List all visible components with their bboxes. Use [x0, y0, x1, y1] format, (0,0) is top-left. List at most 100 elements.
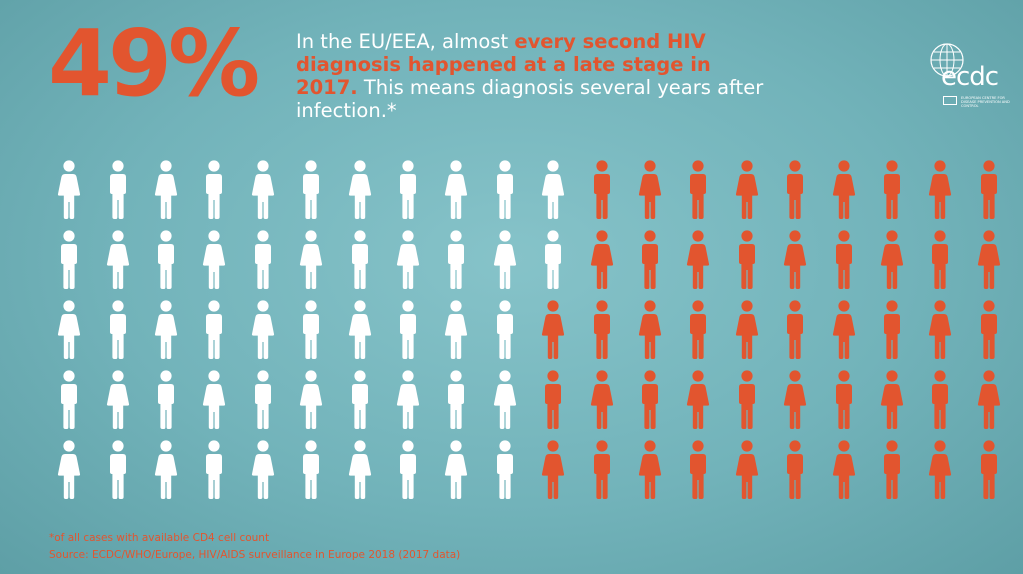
female-person-icon — [529, 295, 577, 365]
footnote: *of all cases with available CD4 cell co… — [49, 530, 460, 564]
male-person-icon — [287, 155, 335, 225]
headline-lead: In the EU/EEA, almost — [296, 30, 515, 53]
female-person-icon — [529, 155, 577, 225]
female-person-icon — [626, 435, 674, 505]
female-person-icon — [93, 225, 141, 295]
female-person-icon — [916, 435, 964, 505]
female-person-icon — [674, 225, 722, 295]
male-person-icon — [674, 435, 722, 505]
female-person-icon — [335, 155, 383, 225]
female-person-icon — [723, 435, 771, 505]
female-person-icon — [384, 365, 432, 435]
female-person-icon — [190, 365, 238, 435]
male-person-icon — [916, 365, 964, 435]
logo-subtext: EUROPEAN CENTRE FOR DISEASE PREVENTION A… — [961, 96, 1010, 108]
headline-rest: This means diagnosis several years after… — [296, 76, 764, 122]
female-person-icon — [45, 435, 93, 505]
male-person-icon — [819, 365, 867, 435]
male-person-icon — [674, 295, 722, 365]
male-person-icon — [529, 225, 577, 295]
headline-highlight: every second HIV diagnosis happened at a… — [296, 30, 711, 99]
female-person-icon — [965, 365, 1013, 435]
female-person-icon — [674, 365, 722, 435]
male-person-icon — [868, 295, 916, 365]
male-person-icon — [577, 295, 625, 365]
female-person-icon — [819, 435, 867, 505]
female-person-icon — [819, 295, 867, 365]
female-person-icon — [771, 365, 819, 435]
female-person-icon — [529, 435, 577, 505]
male-person-icon — [45, 365, 93, 435]
male-person-icon — [335, 225, 383, 295]
male-person-icon — [384, 435, 432, 505]
footnote-note: *of all cases with available CD4 cell co… — [49, 532, 270, 544]
male-person-icon — [529, 365, 577, 435]
male-person-icon — [819, 225, 867, 295]
female-person-icon — [771, 225, 819, 295]
male-person-icon — [287, 295, 335, 365]
male-person-icon — [965, 295, 1013, 365]
male-person-icon — [481, 155, 529, 225]
male-person-icon — [626, 365, 674, 435]
male-person-icon — [577, 155, 625, 225]
male-person-icon — [916, 225, 964, 295]
female-person-icon — [965, 225, 1013, 295]
male-person-icon — [142, 225, 190, 295]
female-person-icon — [868, 365, 916, 435]
female-person-icon — [819, 155, 867, 225]
logo-wordmark: ecdc — [941, 62, 999, 92]
female-person-icon — [239, 155, 287, 225]
male-person-icon — [335, 365, 383, 435]
male-person-icon — [287, 435, 335, 505]
male-person-icon — [771, 155, 819, 225]
female-person-icon — [142, 435, 190, 505]
female-person-icon — [916, 155, 964, 225]
male-person-icon — [384, 295, 432, 365]
male-person-icon — [93, 295, 141, 365]
female-person-icon — [384, 225, 432, 295]
female-person-icon — [432, 435, 480, 505]
male-person-icon — [674, 155, 722, 225]
male-person-icon — [93, 435, 141, 505]
male-person-icon — [577, 435, 625, 505]
male-person-icon — [868, 155, 916, 225]
headline-text: In the EU/EEA, almost every second HIV d… — [296, 30, 766, 122]
eu-flag-icon — [943, 96, 957, 105]
male-person-icon — [190, 155, 238, 225]
female-person-icon — [335, 295, 383, 365]
male-person-icon — [481, 435, 529, 505]
male-person-icon — [239, 365, 287, 435]
male-person-icon — [481, 295, 529, 365]
male-person-icon — [239, 225, 287, 295]
female-person-icon — [190, 225, 238, 295]
female-person-icon — [335, 435, 383, 505]
female-person-icon — [239, 435, 287, 505]
female-person-icon — [432, 295, 480, 365]
female-person-icon — [723, 155, 771, 225]
female-person-icon — [481, 365, 529, 435]
male-person-icon — [723, 225, 771, 295]
female-person-icon — [626, 295, 674, 365]
female-person-icon — [287, 365, 335, 435]
female-person-icon — [287, 225, 335, 295]
male-person-icon — [432, 225, 480, 295]
female-person-icon — [723, 295, 771, 365]
female-person-icon — [577, 225, 625, 295]
female-person-icon — [481, 225, 529, 295]
female-person-icon — [432, 155, 480, 225]
male-person-icon — [45, 225, 93, 295]
male-person-icon — [868, 435, 916, 505]
male-person-icon — [384, 155, 432, 225]
percentage-headline: 49% — [48, 10, 260, 117]
male-person-icon — [93, 155, 141, 225]
female-person-icon — [868, 225, 916, 295]
male-person-icon — [190, 295, 238, 365]
male-person-icon — [771, 435, 819, 505]
male-person-icon — [771, 295, 819, 365]
male-person-icon — [142, 365, 190, 435]
male-person-icon — [432, 365, 480, 435]
female-person-icon — [93, 365, 141, 435]
male-person-icon — [190, 435, 238, 505]
female-person-icon — [142, 295, 190, 365]
globe-icon — [930, 43, 964, 77]
